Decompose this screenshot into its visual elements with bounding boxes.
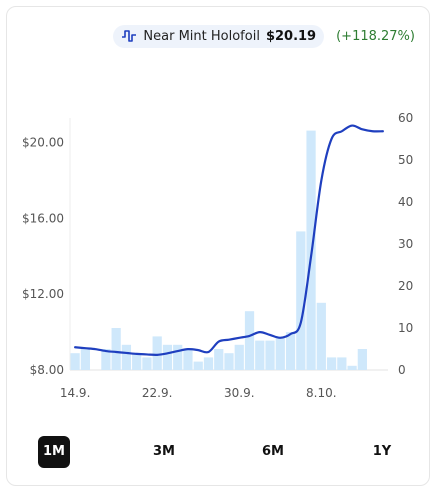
volume-bar xyxy=(255,340,265,370)
left-axis-tick-label: $16.00 xyxy=(22,211,64,225)
left-axis-ticks: $8.00 $12.00 $16.00 $20.00 xyxy=(22,136,64,377)
volume-bar xyxy=(214,349,224,370)
volume-bar xyxy=(275,336,285,370)
legend-change: (+118.27%) xyxy=(336,28,415,44)
price-trend-icon xyxy=(122,30,137,42)
right-axis-tick-label: 40 xyxy=(398,195,413,209)
timeframe-selector: 1M 3M 6M 1Y xyxy=(0,436,437,472)
x-axis-tick-label: 22.9. xyxy=(142,386,173,400)
volume-bar xyxy=(296,231,306,370)
x-axis-tick-label: 14.9. xyxy=(60,386,91,400)
volume-bar xyxy=(80,349,90,370)
timeframe-1y-button[interactable]: 1Y xyxy=(372,444,392,459)
right-axis-tick-label: 20 xyxy=(398,279,413,293)
volume-bar xyxy=(326,357,337,370)
legend-pill: Near Mint Holofoil $20.19 xyxy=(113,24,325,48)
volume-bar xyxy=(234,344,244,370)
right-axis-tick-label: 60 xyxy=(398,111,413,125)
price-history-card xyxy=(6,6,430,486)
volume-bar xyxy=(173,344,183,370)
right-axis-ticks: 0 10 20 30 40 50 60 xyxy=(398,111,413,377)
chart-legend: Near Mint Holofoil $20.19 (+118.27%) xyxy=(105,22,423,50)
legend-series-name: Near Mint Holofoil xyxy=(143,28,260,44)
volume-bar xyxy=(193,361,203,370)
left-axis-tick-label: $12.00 xyxy=(22,287,64,301)
timeframe-3m-button[interactable]: 3M xyxy=(153,444,175,459)
left-axis-tick-label: $8.00 xyxy=(30,363,64,377)
right-axis-tick-label: 10 xyxy=(398,321,413,335)
volume-bars xyxy=(70,130,367,370)
volume-bar xyxy=(265,340,275,370)
volume-bar xyxy=(70,353,80,370)
volume-bar xyxy=(111,328,121,370)
volume-bar xyxy=(285,332,296,370)
legend-price: $20.19 xyxy=(265,28,317,44)
right-axis-tick-label: 30 xyxy=(398,237,413,251)
right-axis-tick-label: 0 xyxy=(398,363,406,377)
volume-bar xyxy=(203,357,214,370)
volume-bar xyxy=(357,349,367,370)
volume-bar xyxy=(183,349,193,370)
price-line xyxy=(74,124,384,356)
volume-bar xyxy=(316,302,326,370)
price-line-path xyxy=(74,124,384,356)
x-axis-ticks: 14.9. 22.9. 30.9. 8.10. xyxy=(60,386,337,400)
x-axis-tick-label: 30.9. xyxy=(224,386,255,400)
volume-bar xyxy=(244,311,255,370)
volume-bar xyxy=(337,357,347,370)
volume-bar xyxy=(142,357,152,370)
volume-bar xyxy=(101,349,111,370)
volume-bar xyxy=(132,353,142,370)
timeframe-6m-button[interactable]: 6M xyxy=(262,444,284,459)
right-axis-tick-label: 50 xyxy=(398,153,413,167)
left-axis-tick-label: $20.00 xyxy=(22,136,64,150)
volume-bar xyxy=(121,344,132,370)
volume-bar xyxy=(224,353,234,370)
volume-bar xyxy=(152,336,162,370)
volume-bar xyxy=(162,344,173,370)
x-axis-tick-label: 8.10. xyxy=(306,386,337,400)
volume-bar xyxy=(347,365,357,370)
timeframe-1m-button[interactable]: 1M xyxy=(38,436,70,468)
